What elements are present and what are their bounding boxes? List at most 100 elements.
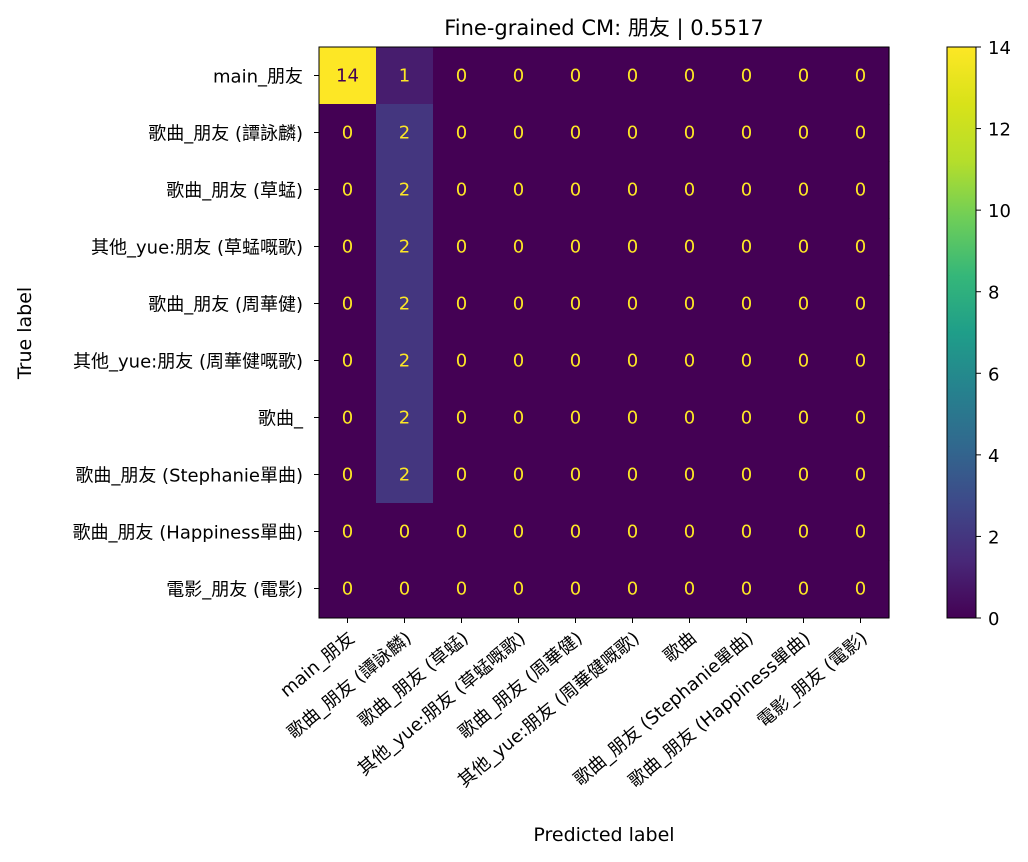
y-tick-label: 其他_yue:朋友 (草蜢嘅歌) [91, 238, 303, 259]
heatmap-cell [433, 275, 491, 333]
cell-value-label: 0 [342, 522, 353, 543]
heatmap-cell [775, 47, 833, 105]
heatmap-cell [775, 560, 833, 618]
cell-value-label: 0 [855, 180, 866, 201]
cell-value-label: 0 [456, 123, 467, 144]
heatmap-cell [661, 560, 719, 618]
cell-value-label: 0 [342, 465, 353, 486]
heatmap-cell [433, 161, 491, 219]
cell-value-label: 0 [513, 180, 524, 201]
heatmap-cell [319, 161, 377, 219]
cell-value-label: 0 [855, 408, 866, 429]
heatmap-cell [775, 503, 833, 561]
cell-value-label: 0 [342, 237, 353, 258]
heatmap-cell [547, 332, 605, 390]
cell-value-label: 0 [741, 408, 752, 429]
cell-value-label: 0 [741, 237, 752, 258]
heatmap-cell [319, 332, 377, 390]
heatmap-cell [775, 275, 833, 333]
y-tick-label: 歌曲_朋友 (譚詠麟) [148, 124, 303, 145]
y-tick-label: 歌曲_ [258, 409, 304, 430]
cell-value-label: 0 [456, 66, 467, 87]
cell-value-label: 0 [684, 579, 695, 600]
heatmap-cell [604, 560, 662, 618]
cell-value-label: 0 [684, 522, 695, 543]
heatmap-cell [433, 446, 491, 504]
heatmap-cell [775, 161, 833, 219]
heatmap-cell [547, 161, 605, 219]
chart-title: Fine-grained CM: 朋友 | 0.5517 [444, 16, 764, 41]
heatmap-cell [547, 275, 605, 333]
heatmap-cell-labels: 14 1 0 0 0 0 0 0 0 0 0 2 0 0 0 0 0 0 0 0 0 2 0 0 0 0 0 0 0 0 0 2 0 0 0 0 0 0 0… [336, 66, 866, 600]
cell-value-label: 0 [741, 294, 752, 315]
cell-value-label: 0 [456, 237, 467, 258]
heatmap-cell [433, 218, 491, 276]
cell-value-label: 0 [741, 180, 752, 201]
heatmap-cell [832, 47, 890, 105]
colorbar-tick-label: 8 [988, 283, 999, 304]
cell-value-label: 0 [513, 294, 524, 315]
heatmap-cell [490, 446, 548, 504]
cell-value-label: 0 [684, 123, 695, 144]
x-axis-label: Predicted label [533, 824, 674, 846]
heatmap-cell [319, 446, 377, 504]
heatmap-cell [661, 275, 719, 333]
heatmap-cell [490, 332, 548, 390]
cell-value-label: 0 [855, 351, 866, 372]
heatmap-cell [661, 389, 719, 447]
cell-value-label: 0 [627, 522, 638, 543]
cell-value-label: 14 [336, 66, 359, 87]
heatmap-cell [661, 104, 719, 162]
heatmap-cell [319, 47, 377, 105]
heatmap-cell [604, 275, 662, 333]
heatmap-cell [490, 503, 548, 561]
x-tick-label: 歌曲 [660, 628, 701, 667]
cell-value-label: 0 [741, 579, 752, 600]
heatmap-cell [433, 332, 491, 390]
heatmap-cells [319, 47, 890, 618]
cell-value-label: 0 [627, 294, 638, 315]
cell-value-label: 2 [399, 465, 410, 486]
heatmap-cell [661, 332, 719, 390]
heatmap-cell [433, 389, 491, 447]
colorbar-tick-label: 4 [988, 446, 999, 467]
cell-value-label: 0 [456, 408, 467, 429]
heatmap-cell [832, 218, 890, 276]
cell-value-label: 0 [570, 579, 581, 600]
heatmap-cell [376, 560, 434, 618]
heatmap-cell [718, 218, 776, 276]
cell-value-label: 0 [855, 123, 866, 144]
cell-value-label: 0 [741, 465, 752, 486]
heatmap-cell [547, 47, 605, 105]
heatmap-cell [319, 104, 377, 162]
cell-value-label: 0 [798, 351, 809, 372]
cell-value-label: 0 [798, 237, 809, 258]
cell-value-label: 0 [513, 522, 524, 543]
cell-value-label: 0 [513, 351, 524, 372]
cell-value-label: 0 [570, 294, 581, 315]
cell-value-label: 0 [855, 465, 866, 486]
cell-value-label: 0 [855, 522, 866, 543]
cell-value-label: 0 [342, 351, 353, 372]
cell-value-label: 0 [684, 408, 695, 429]
heatmap-cell [490, 161, 548, 219]
cell-value-label: 0 [570, 522, 581, 543]
cell-value-label: 0 [684, 180, 695, 201]
cell-value-label: 0 [513, 465, 524, 486]
y-tick-label: 歌曲_朋友 (草蜢) [166, 181, 303, 202]
heatmap-cell [490, 275, 548, 333]
cell-value-label: 0 [798, 123, 809, 144]
cell-value-label: 0 [513, 408, 524, 429]
heatmap-cell [775, 389, 833, 447]
heatmap-cell [376, 104, 434, 162]
cell-value-label: 0 [855, 579, 866, 600]
cell-value-label: 0 [855, 66, 866, 87]
colorbar-tick-label: 12 [988, 120, 1011, 141]
heatmap-cell [547, 560, 605, 618]
colorbar-tick-label: 14 [988, 38, 1011, 59]
cell-value-label: 0 [342, 180, 353, 201]
heatmap-cell [718, 161, 776, 219]
cell-value-label: 0 [570, 408, 581, 429]
cell-value-label: 0 [456, 351, 467, 372]
